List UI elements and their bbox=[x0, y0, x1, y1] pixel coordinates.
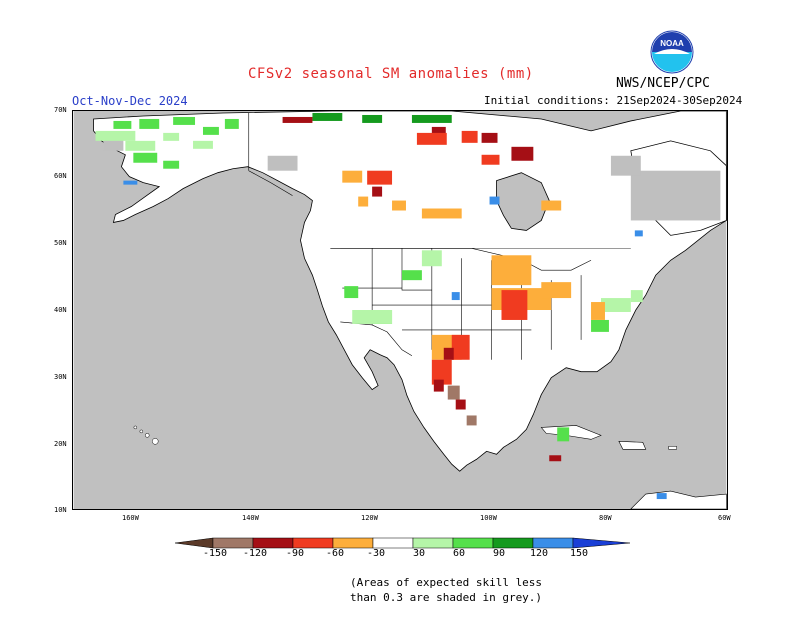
legend-cell-neg120-neg90 bbox=[252, 537, 294, 549]
lat-label-20n: 20N bbox=[54, 440, 67, 448]
legend-cell-lt-neg150 bbox=[175, 537, 214, 549]
legend-label-neg60: -60 bbox=[326, 548, 345, 559]
anomaly-cells bbox=[95, 112, 667, 500]
west-us-light-wet-cells bbox=[352, 250, 643, 324]
lat-label-50n: 50N bbox=[54, 239, 67, 247]
hispaniola bbox=[618, 441, 647, 450]
lat-label-60n: 60N bbox=[54, 172, 67, 180]
plains-red-cells bbox=[431, 290, 528, 385]
blue-very-wet-cells bbox=[123, 180, 667, 500]
state-line-2 bbox=[401, 248, 432, 291]
lon-label-160w: 160W bbox=[122, 514, 139, 522]
lon-label-80w: 80W bbox=[599, 514, 612, 522]
northern-canada-dark-red-cells bbox=[282, 116, 534, 197]
alaska-wet-cells bbox=[113, 116, 239, 169]
agency-label: NWS/NCEP/CPC bbox=[616, 76, 710, 91]
legend-label-neg90: -90 bbox=[286, 548, 305, 559]
hawaii-islands bbox=[133, 425, 159, 445]
legend-cell-gt-150 bbox=[572, 537, 630, 549]
legend-label-60: 60 bbox=[453, 548, 466, 559]
legend-label-90: 90 bbox=[493, 548, 506, 559]
puerto-rico bbox=[668, 446, 677, 450]
lat-label-10n: 10N bbox=[54, 506, 67, 514]
northern-canada-red-cells bbox=[367, 130, 500, 185]
soil-moisture-map bbox=[72, 110, 728, 510]
legend-label-neg120: -120 bbox=[243, 548, 268, 559]
legend-cell-60-90 bbox=[452, 537, 494, 549]
color-legend-bar bbox=[175, 537, 630, 549]
mexico-brown-cells bbox=[447, 385, 477, 426]
lon-label-120w: 120W bbox=[361, 514, 378, 522]
north-america-land bbox=[93, 111, 727, 472]
legend-cell-neg90-neg60 bbox=[292, 537, 334, 549]
lon-label-60w: 60W bbox=[718, 514, 731, 522]
legend-label-30: 30 bbox=[413, 548, 426, 559]
hudson-bay bbox=[496, 172, 550, 231]
skill-footnote-line1: (Areas of expected skill less bbox=[350, 576, 543, 589]
alaska-light-wet-cells bbox=[95, 130, 213, 151]
legend-label-neg30: -30 bbox=[367, 548, 386, 559]
season-label: Oct-Nov-Dec 2024 bbox=[72, 94, 188, 108]
lat-label-30n: 30N bbox=[54, 373, 67, 381]
noaa-logo: NOAA bbox=[650, 30, 694, 74]
logo-text: NOAA bbox=[660, 39, 684, 48]
legend-cell-neg30-30 bbox=[372, 537, 414, 549]
legend-label-150: 150 bbox=[570, 548, 589, 559]
lon-label-100w: 100W bbox=[480, 514, 497, 522]
canada-dry-cells bbox=[342, 170, 562, 219]
skill-footnote-line2: than 0.3 are shaded in grey.) bbox=[350, 591, 543, 604]
alaska-panhandle-border bbox=[248, 170, 293, 196]
legend-cell-neg60-neg30 bbox=[332, 537, 374, 549]
legend-label-120: 120 bbox=[530, 548, 549, 559]
legend-cell-neg150-neg120 bbox=[212, 537, 254, 549]
legend-cell-120-150 bbox=[532, 537, 574, 549]
south-america-land bbox=[630, 490, 727, 509]
legend-cell-90-120 bbox=[492, 537, 534, 549]
northern-canada-dark-green-cells bbox=[312, 112, 452, 123]
lon-label-140w: 140W bbox=[242, 514, 259, 522]
lat-label-70n: 70N bbox=[54, 106, 67, 114]
texas-mexico-dark-red-cells bbox=[433, 347, 562, 462]
map-title: CFSv2 seasonal SM anomalies (mm) bbox=[248, 66, 534, 82]
legend-cell-30-60 bbox=[412, 537, 454, 549]
low-skill-grey-areas bbox=[103, 138, 721, 221]
cuba bbox=[540, 425, 602, 440]
legend-label-neg150: -150 bbox=[203, 548, 228, 559]
initial-conditions-label: Initial conditions: 21Sep2024-30Sep2024 bbox=[484, 94, 743, 107]
lat-label-40n: 40N bbox=[54, 306, 67, 314]
